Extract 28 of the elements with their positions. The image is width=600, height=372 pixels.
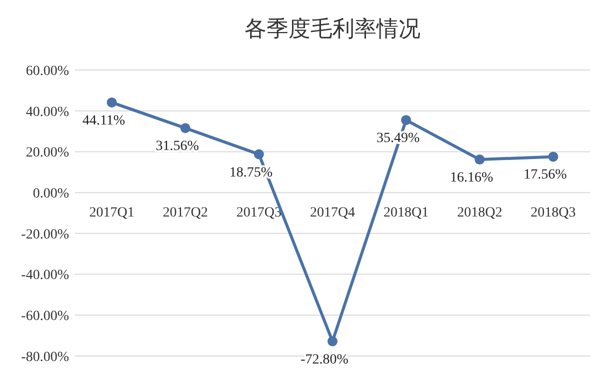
y-tick-label: -60.00% xyxy=(21,309,70,324)
point xyxy=(254,149,264,160)
point xyxy=(106,97,117,108)
x-tick-label: 2018Q3 xyxy=(530,206,576,221)
point xyxy=(401,115,412,126)
x-tick-label: 2018Q1 xyxy=(384,206,429,221)
data-label: 31.56% xyxy=(156,139,200,154)
point xyxy=(328,336,338,346)
y-tick-label: 20.00% xyxy=(26,146,70,161)
y-tick-label: -20.00% xyxy=(21,227,70,242)
point xyxy=(548,152,558,162)
y-tick-label: 0.00% xyxy=(32,186,70,202)
data-label: 44.11% xyxy=(82,113,126,128)
point xyxy=(474,154,485,165)
x-tick-label: 2017Q3 xyxy=(236,206,282,221)
x-tick-label: 2017Q4 xyxy=(310,206,356,221)
y-tick-label: 40.00% xyxy=(26,104,70,120)
chart-title: 各季度毛利率情况 xyxy=(244,17,420,42)
data-label: -72.80% xyxy=(300,352,349,368)
y-tick-label: -40.00% xyxy=(21,268,70,284)
point xyxy=(180,123,190,134)
x-tick-label: 2018Q2 xyxy=(457,206,502,221)
x-tick-label: 2017Q2 xyxy=(162,206,208,221)
y-tick-label: -80.00% xyxy=(21,350,70,365)
x-tick-label: 2017Q1 xyxy=(89,206,134,221)
data-label: 16.16% xyxy=(450,170,494,186)
y-tick-label: 60.00% xyxy=(26,64,70,79)
data-label: 17.56% xyxy=(524,168,568,183)
